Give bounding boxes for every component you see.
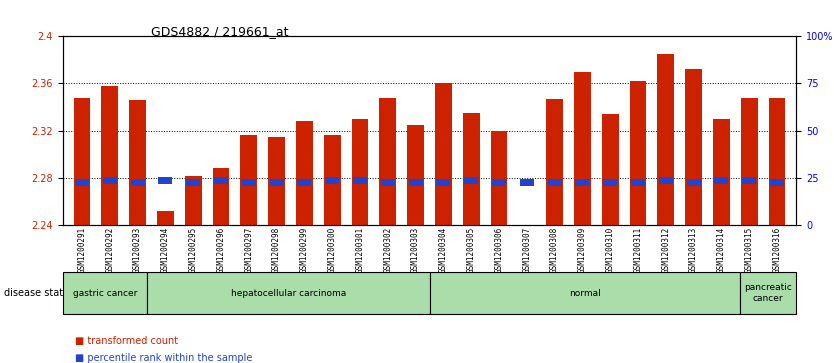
Bar xyxy=(379,98,396,225)
Bar xyxy=(158,177,173,184)
Bar xyxy=(574,72,590,225)
Bar xyxy=(242,179,256,186)
Bar xyxy=(269,179,284,186)
Bar xyxy=(742,177,756,184)
Bar xyxy=(546,99,563,225)
Bar xyxy=(407,125,424,225)
Text: pancreatic
cancer: pancreatic cancer xyxy=(744,284,792,303)
Bar xyxy=(575,179,590,186)
Bar xyxy=(102,86,118,225)
Bar xyxy=(73,98,90,225)
Bar xyxy=(380,179,395,186)
Bar xyxy=(520,179,534,186)
Text: ■ percentile rank within the sample: ■ percentile rank within the sample xyxy=(75,352,253,363)
Bar xyxy=(547,179,561,186)
Bar xyxy=(770,179,784,186)
Bar xyxy=(657,54,674,225)
Bar xyxy=(324,135,340,225)
Bar xyxy=(325,177,339,184)
Bar xyxy=(631,179,645,186)
Bar xyxy=(714,177,728,184)
Bar xyxy=(75,179,89,186)
Bar xyxy=(463,113,480,225)
Bar xyxy=(603,179,617,186)
Bar xyxy=(519,225,535,228)
Bar xyxy=(435,83,452,225)
Bar xyxy=(630,81,646,225)
Text: ■ transformed count: ■ transformed count xyxy=(75,336,178,346)
Bar xyxy=(214,177,228,184)
Bar xyxy=(353,177,367,184)
Text: hepatocellular carcinoma: hepatocellular carcinoma xyxy=(231,289,346,298)
Text: normal: normal xyxy=(569,289,600,298)
Bar xyxy=(490,131,507,225)
Bar xyxy=(464,177,479,184)
Bar xyxy=(492,179,506,186)
Bar xyxy=(186,179,200,186)
Bar xyxy=(741,98,757,225)
Bar xyxy=(213,168,229,225)
Bar xyxy=(436,179,450,186)
Bar xyxy=(129,100,146,225)
Bar xyxy=(103,177,117,184)
Text: gastric cancer: gastric cancer xyxy=(73,289,137,298)
Bar xyxy=(185,176,202,225)
Bar xyxy=(269,136,285,225)
Bar xyxy=(686,69,702,225)
Bar xyxy=(713,119,730,225)
Bar xyxy=(297,179,312,186)
Bar xyxy=(130,179,144,186)
Text: disease state ▶: disease state ▶ xyxy=(4,288,80,298)
Text: GDS4882 / 219661_at: GDS4882 / 219661_at xyxy=(151,25,288,38)
Bar xyxy=(352,119,369,225)
Bar xyxy=(409,179,423,186)
Bar xyxy=(686,179,701,186)
Bar xyxy=(659,177,673,184)
Bar xyxy=(157,211,173,225)
Bar xyxy=(240,135,257,225)
Bar xyxy=(769,98,786,225)
Bar xyxy=(296,121,313,225)
Bar xyxy=(602,114,619,225)
